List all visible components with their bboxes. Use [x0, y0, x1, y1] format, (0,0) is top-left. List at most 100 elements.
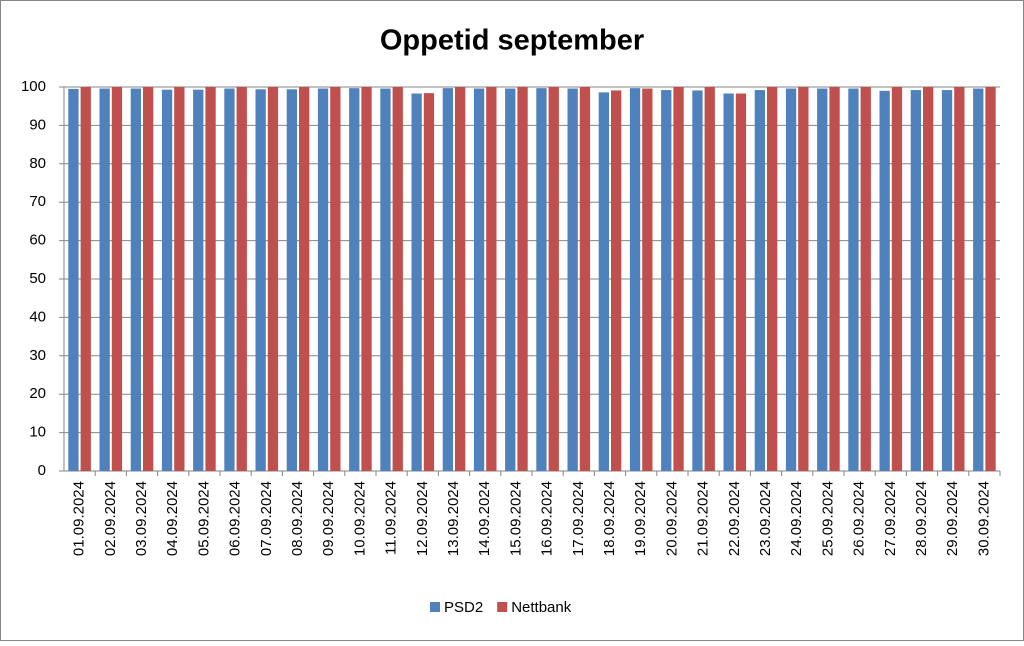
- x-tick-label: 30.09.2024: [975, 481, 992, 556]
- x-tick-label: 13.09.2024: [445, 481, 462, 556]
- bar: [236, 87, 247, 471]
- bar: [224, 88, 235, 471]
- bar: [985, 87, 996, 471]
- legend-swatch: [430, 602, 440, 612]
- y-tick-label: 0: [38, 462, 46, 479]
- y-tick-label: 80: [29, 155, 46, 172]
- bar: [411, 93, 422, 471]
- y-tick-label: 40: [29, 308, 46, 325]
- bar: [161, 89, 173, 472]
- x-tick-label: 06.09.2024: [227, 481, 244, 556]
- bar: [205, 87, 216, 471]
- bar: [505, 88, 516, 471]
- bar: [692, 90, 703, 472]
- bar: [536, 88, 547, 471]
- bar: [548, 87, 559, 471]
- bar: [130, 88, 141, 471]
- bar: [68, 88, 79, 472]
- y-tick-label: 50: [29, 270, 46, 287]
- bar: [361, 87, 372, 471]
- x-tick-label: 25.09.2024: [819, 481, 836, 556]
- x-tick-label: 24.09.2024: [788, 481, 805, 556]
- x-tick-label: 02.09.2024: [102, 481, 119, 556]
- bar: [517, 87, 528, 471]
- bar: [143, 87, 154, 471]
- bar: [891, 87, 903, 471]
- bar: [392, 87, 403, 471]
- bar: [629, 88, 641, 471]
- x-tick-label: 01.09.2024: [71, 481, 88, 556]
- bar: [798, 87, 809, 471]
- x-tick-label: 16.09.2024: [539, 481, 556, 556]
- x-tick-label: 03.09.2024: [133, 481, 150, 556]
- bar: [80, 87, 91, 471]
- bar: [299, 87, 310, 471]
- bar: [754, 90, 765, 472]
- bar: [923, 87, 934, 471]
- y-tick-label: 70: [29, 193, 46, 210]
- x-tick-label: 08.09.2024: [289, 481, 306, 556]
- bar: [673, 87, 684, 471]
- bar: [455, 87, 466, 471]
- x-tick-label: 07.09.2024: [258, 481, 275, 556]
- y-tick-label: 60: [29, 232, 46, 249]
- x-tick-label: 19.09.2024: [632, 481, 649, 556]
- x-tick-label: 04.09.2024: [164, 481, 181, 556]
- bar: [193, 89, 204, 472]
- bar: [267, 87, 279, 471]
- legend-label: PSD2: [444, 599, 483, 616]
- bar: [973, 88, 984, 471]
- x-tick-label: 12.09.2024: [414, 481, 431, 556]
- bar: [579, 87, 591, 471]
- bar: [848, 88, 859, 471]
- bar: [611, 90, 622, 472]
- bar: [785, 88, 797, 471]
- y-tick-label: 30: [29, 347, 46, 364]
- bar: [349, 88, 360, 471]
- x-tick-label: 10.09.2024: [351, 481, 368, 556]
- x-tick-label: 26.09.2024: [851, 481, 868, 556]
- x-tick-label: 28.09.2024: [913, 481, 930, 556]
- legend-swatch: [497, 602, 508, 612]
- bar: [99, 88, 110, 471]
- bar: [442, 88, 453, 471]
- x-tick-label: 23.09.2024: [757, 481, 774, 556]
- y-tick-label: 20: [29, 385, 46, 402]
- x-tick-label: 29.09.2024: [944, 481, 961, 556]
- bar: [910, 90, 921, 472]
- bar: [174, 87, 185, 471]
- bar: [723, 93, 734, 471]
- bar: [111, 87, 123, 471]
- legend-label: Nettbank: [511, 599, 572, 616]
- y-tick-label: 10: [29, 424, 46, 441]
- chart-title: Oppetid september: [380, 25, 644, 57]
- bar: [255, 89, 266, 471]
- x-tick-label: 17.09.2024: [570, 481, 587, 556]
- x-tick-label: 18.09.2024: [601, 481, 618, 556]
- bar: [704, 87, 715, 471]
- bar: [860, 87, 871, 471]
- x-tick-label: 09.09.2024: [320, 481, 337, 556]
- bar: [317, 88, 329, 471]
- x-tick-label: 15.09.2024: [507, 481, 524, 556]
- bar: [473, 88, 485, 471]
- bar: [879, 90, 890, 471]
- bar: [423, 93, 435, 472]
- bar: [954, 87, 965, 471]
- bar: [486, 87, 497, 471]
- y-tick-label: 100: [21, 78, 46, 95]
- bar: [642, 88, 653, 471]
- x-tick-label: 20.09.2024: [663, 481, 680, 556]
- bar: [286, 89, 297, 471]
- x-tick-label: 11.09.2024: [383, 481, 400, 555]
- bar: [661, 90, 672, 472]
- bar: [567, 88, 578, 471]
- bar: [767, 87, 778, 471]
- x-tick-label: 21.09.2024: [695, 481, 712, 556]
- x-tick-label: 27.09.2024: [882, 481, 899, 556]
- bar: [735, 93, 747, 471]
- x-tick-label: 05.09.2024: [195, 481, 212, 556]
- x-tick-label: 14.09.2024: [476, 481, 493, 556]
- bar: [598, 92, 609, 471]
- bar: [380, 88, 391, 471]
